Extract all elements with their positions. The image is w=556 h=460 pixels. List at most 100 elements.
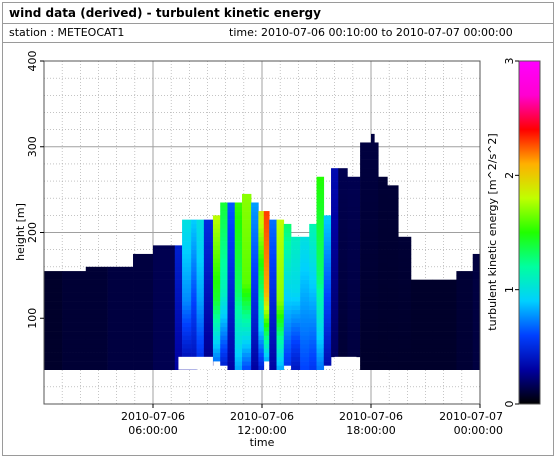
heatmap-cell (242, 339, 252, 345)
heatmap-cell (316, 343, 325, 349)
heatmap-cell (251, 356, 259, 362)
heatmap-cell (234, 356, 243, 362)
heatmap-cell (174, 279, 183, 285)
heatmap-cell (387, 365, 399, 370)
heatmap-cell (269, 318, 277, 323)
heatmap-cell (323, 279, 332, 285)
heatmap-cell (378, 348, 388, 353)
heatmap-cell (309, 292, 317, 298)
heatmap-cell (309, 271, 317, 276)
heatmap-cell (203, 348, 214, 353)
heatmap-cell (331, 198, 339, 203)
heatmap-cell (410, 322, 434, 328)
heatmap-cell (174, 283, 183, 289)
heatmap-cell (347, 249, 361, 255)
heatmap-cell (456, 288, 474, 293)
heatmap-cell (220, 326, 228, 332)
heatmap-cell (432, 305, 457, 310)
heatmap-cell (291, 335, 301, 340)
heatmap-cell (378, 326, 388, 332)
heatmap-cell (196, 266, 205, 272)
heatmap-cell (196, 275, 205, 280)
heatmap-cell (191, 301, 197, 306)
heatmap-cell (387, 249, 399, 255)
heatmap-cell (191, 219, 197, 225)
heatmap-cell (251, 211, 259, 216)
heatmap-cell (323, 245, 332, 250)
heatmap-cell (251, 241, 259, 246)
heatmap-cell (316, 202, 325, 208)
heatmap-cell (300, 326, 310, 332)
heatmap-cell (387, 236, 399, 242)
heatmap-cell (174, 339, 183, 345)
heatmap-cell (191, 335, 197, 340)
heatmap-cell (258, 326, 265, 332)
heatmap-cell (283, 305, 292, 310)
heatmap-column (242, 193, 252, 370)
heatmap-cell (242, 288, 252, 293)
heatmap-cell (276, 365, 285, 370)
heatmap-cell (387, 202, 399, 208)
heatmap-column (309, 223, 317, 370)
heatmap-cell (378, 365, 388, 370)
heatmap-column (227, 202, 236, 370)
heatmap-cell (220, 335, 228, 340)
heatmap-cell (258, 292, 265, 298)
heatmap-cell (432, 361, 457, 366)
heatmap-cell (347, 206, 361, 212)
heatmap-cell (472, 361, 481, 366)
heatmap-cell (220, 271, 228, 276)
heatmap-cell (269, 253, 277, 259)
heatmap-cell (212, 343, 221, 349)
heatmap-cell (472, 296, 481, 302)
heatmap-cell (227, 279, 236, 285)
heatmap-cell (62, 331, 87, 336)
heatmap-cell (182, 318, 192, 323)
heatmap-cell (174, 271, 183, 276)
heatmap-cell (300, 313, 310, 319)
heatmap-cell (338, 193, 348, 199)
heatmap-cell (191, 228, 197, 233)
heatmap-cell (191, 313, 197, 319)
heatmap-cell (300, 275, 310, 280)
heatmap-cell (378, 331, 388, 336)
heatmap-cell (242, 296, 252, 302)
heatmap-cell (191, 279, 197, 285)
heatmap-cell (85, 292, 108, 298)
heatmap-cell (283, 339, 292, 345)
heatmap-cell (338, 245, 348, 250)
heatmap-cell (432, 356, 457, 362)
heatmap-cell (378, 215, 388, 220)
heatmap-cell (258, 318, 265, 323)
heatmap-cell (85, 318, 108, 323)
heatmap-cell (331, 331, 339, 336)
heatmap-cell (378, 202, 388, 208)
heatmap-cell (212, 245, 221, 250)
heatmap-cell (387, 301, 399, 306)
heatmap-cell (258, 249, 265, 255)
heatmap-cell (338, 202, 348, 208)
heatmap-cell (133, 309, 154, 315)
heatmap-cell (85, 365, 108, 370)
y-axis-ticks: 100 200 300 400 (26, 51, 44, 329)
heatmap-cell (410, 343, 434, 349)
heatmap-cell (432, 339, 457, 345)
heatmap-cell (234, 258, 243, 263)
heatmap-cell (347, 241, 361, 246)
heatmap-cell (378, 279, 388, 285)
heatmap-cell (242, 228, 252, 233)
heatmap-cell (347, 258, 361, 263)
heatmap-cell (242, 223, 252, 229)
heatmap-cell (196, 279, 205, 285)
heatmap-cell (291, 305, 301, 310)
heatmap-cell (291, 301, 301, 306)
heatmap-cell (153, 266, 176, 272)
heatmap-cell (227, 288, 236, 293)
heatmap-cell (234, 202, 243, 208)
heatmap-column (323, 215, 332, 366)
heatmap-cell (331, 172, 339, 178)
heatmap-cell (191, 283, 197, 289)
heatmap-cell (251, 361, 259, 366)
heatmap-cell (378, 176, 388, 182)
heatmap-cell (323, 253, 332, 259)
